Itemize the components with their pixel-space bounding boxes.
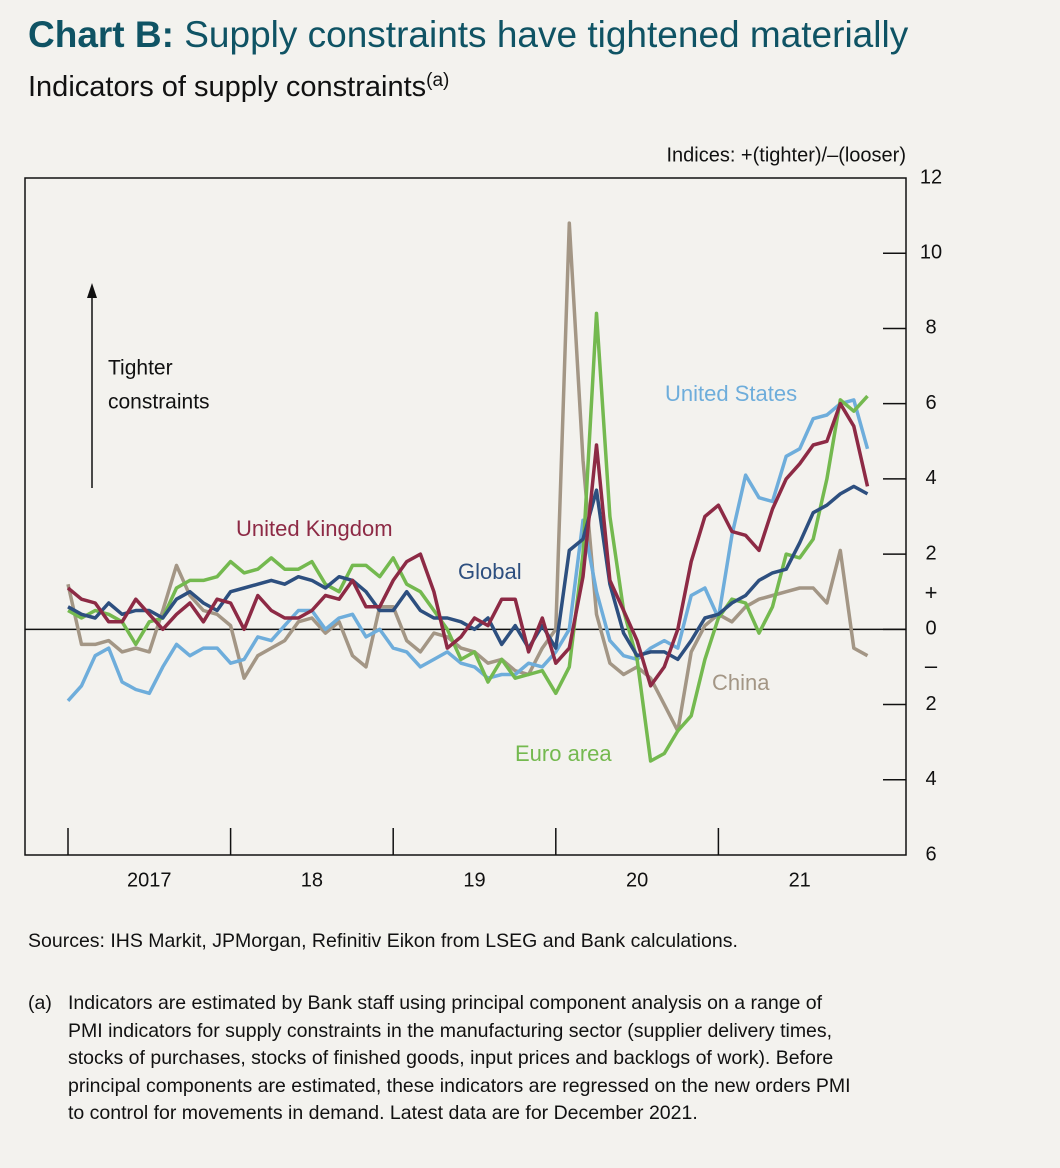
title-label: Chart B: (28, 14, 174, 55)
footnote-line: principal components are estimated, thes… (68, 1074, 851, 1097)
x-tick-label: 20 (626, 869, 648, 891)
x-tick-label: 19 (463, 869, 485, 891)
y-tick-label: 12 (920, 166, 942, 188)
y-tick-label: 4 (925, 467, 936, 489)
series-label: China (712, 670, 770, 695)
annotation-text: constraints (108, 391, 210, 414)
sources: Sources: IHS Markit, JPMorgan, Refinitiv… (28, 930, 738, 952)
y-tick-label: 8 (925, 317, 936, 339)
series-line (66, 398, 870, 702)
x-tick-label: 21 (789, 869, 811, 891)
title-text: Supply constraints have tightened materi… (184, 14, 909, 55)
sign-plus: + (925, 580, 938, 605)
x-tick-label: 2017 (127, 869, 172, 891)
units-label: Indices: +(tighter)/–(looser) (666, 144, 906, 166)
plot-frame (24, 177, 907, 856)
subtitle-note: (a) (426, 70, 450, 91)
annotation-text: Tighter (108, 357, 173, 380)
chart-title: Chart B: Supply constraints have tighten… (28, 14, 908, 56)
y-tick-label: 2 (925, 693, 936, 715)
footnote: (a) Indicators are estimated by Bank sta… (28, 990, 851, 1128)
series-label: United Kingdom (236, 516, 393, 541)
y-tick-label: 0 (925, 618, 936, 640)
series-label: United States (665, 381, 797, 406)
chart: Indices: +(tighter)/–(looser) + – Tighte… (24, 144, 942, 891)
footnote-line: stocks of purchases, stocks of finished … (68, 1047, 834, 1069)
series-label: Global (458, 559, 522, 584)
y-tick-label: 6 (925, 392, 936, 414)
annotation-arrowhead (87, 283, 97, 298)
footnote-line: PMI indicators for supply constraints in… (68, 1019, 833, 1042)
y-tick-label: 10 (920, 242, 942, 264)
subtitle-text: Indicators of supply constraints (28, 71, 427, 103)
sign-minus: – (925, 653, 938, 678)
y-tick-label: 4 (925, 768, 936, 790)
series-line (66, 221, 869, 733)
series-label: Euro area (515, 741, 612, 766)
footnote-line: to control for movements in demand. Late… (68, 1102, 698, 1124)
y-tick-label: 6 (925, 843, 936, 865)
x-tick-label: 18 (301, 869, 323, 891)
series-line (66, 401, 870, 688)
footnote-marker: (a) (28, 992, 52, 1014)
chart-subtitle: Indicators of supply constraints(a) (28, 70, 449, 104)
footnote-line: Indicators are estimated by Bank staff u… (68, 992, 823, 1014)
y-tick-label: 2 (925, 542, 936, 564)
